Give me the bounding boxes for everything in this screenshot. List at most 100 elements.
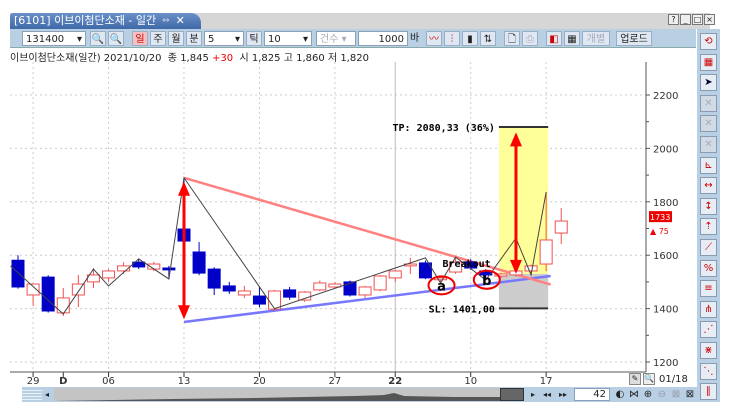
period-month-button[interactable]: 월 bbox=[168, 31, 184, 46]
candle bbox=[388, 269, 402, 282]
search-icon[interactable]: 🔍 bbox=[90, 31, 106, 46]
cross3-icon[interactable]: ✕ bbox=[700, 136, 717, 153]
horizontal-line-icon[interactable]: ↔ bbox=[700, 177, 717, 195]
updown-icon[interactable]: ⇅ bbox=[480, 31, 496, 46]
x-tick-label: D bbox=[59, 376, 67, 387]
navigation-scrollbar[interactable]: ◂ ▸ ◂◂ ▸▸ 42 ◐ ⋈ ⊕ ⊖ ⊠ ⊠ bbox=[22, 387, 697, 402]
chart-window-tab[interactable]: [6101] 이브이첨단소재 - 일간 ⇔ ✕ bbox=[10, 13, 201, 29]
stock-code-input[interactable]: 131400 ▾ bbox=[22, 31, 86, 46]
price-chart[interactable]: 1200 1400 1600 1800 2000 2200 29 D 06 13 20 27 22 10 1… bbox=[0, 62, 697, 387]
scroll-thumb[interactable] bbox=[500, 388, 524, 401]
zoom-out-icon[interactable]: ⊖ bbox=[657, 389, 667, 400]
candle-body bbox=[418, 262, 432, 279]
trendline-icon[interactable]: ⟋ bbox=[700, 239, 717, 256]
cross-icon[interactable]: ✕ bbox=[700, 94, 717, 112]
tab-close-button[interactable]: ✕ bbox=[175, 14, 185, 27]
bars-input[interactable]: 1000 bbox=[358, 31, 408, 46]
marker-label: a bbox=[437, 279, 446, 294]
up-marker-icon[interactable]: ⇡ bbox=[700, 218, 717, 236]
drawing-toolbar: ⟲ ▦ ➤ ✕ ✕ ✕ ⊾ ↔ ↕ ⇡ ⟋% ≡ ⋔ ⋰ ⋇ ⋱ ∥ bbox=[697, 29, 720, 402]
fibonacci-icon[interactable]: ⋔ bbox=[700, 300, 717, 318]
bar-count-input[interactable]: 42 bbox=[574, 388, 610, 401]
minimize-button[interactable]: _ bbox=[680, 14, 691, 25]
period-day-button[interactable]: 일 bbox=[132, 31, 148, 46]
reset-icon[interactable]: ⊠ bbox=[685, 389, 695, 400]
candle-body bbox=[524, 265, 538, 272]
table-icon[interactable]: ▦ bbox=[564, 31, 580, 46]
candle-body bbox=[328, 283, 342, 288]
tick-select[interactable]: 10 ▾ bbox=[264, 31, 312, 46]
page-indicator: 01/18 bbox=[659, 374, 688, 385]
change-value: +30 bbox=[212, 53, 234, 64]
cursor-icon[interactable]: ➤ bbox=[700, 74, 717, 92]
upload-button[interactable]: 업로드 bbox=[616, 31, 652, 46]
channel-icon[interactable]: ≡ bbox=[700, 280, 717, 298]
candle-body bbox=[102, 270, 116, 279]
breakout-label: Breakout bbox=[443, 259, 491, 270]
minute-select[interactable]: 5 ▾ bbox=[204, 31, 244, 46]
tick-button[interactable]: 틱 bbox=[246, 31, 262, 46]
fit-icon[interactable]: ◐ bbox=[615, 389, 625, 400]
count-select[interactable]: 건수 ▾ bbox=[316, 31, 356, 46]
search-history-icon[interactable]: 🔍 bbox=[108, 31, 124, 46]
expand-icon[interactable]: ⋈ bbox=[629, 389, 639, 400]
candle-body bbox=[207, 268, 221, 289]
maximize-button[interactable]: □ bbox=[692, 14, 703, 25]
candle bbox=[86, 268, 100, 289]
rewind-button[interactable]: ◂◂ bbox=[542, 390, 552, 399]
toolbar: 131400 ▾ 🔍 🔍 일 주 월 분 5 ▾ 틱 10 ▾ 건수 ▾ 1000 바… bbox=[10, 29, 696, 48]
grid-icon[interactable]: ▦ bbox=[700, 53, 717, 71]
document-icon[interactable]: 🗋 bbox=[504, 31, 520, 46]
individual-button[interactable]: 개별 bbox=[582, 31, 610, 46]
compare-icon[interactable]: ◧ bbox=[546, 31, 562, 46]
chevron-down-icon: ▾ bbox=[234, 34, 240, 45]
y-tick-label: 1800 bbox=[653, 198, 678, 209]
restore-icon[interactable]: ⊠ bbox=[671, 389, 681, 400]
resistance-line bbox=[183, 176, 552, 286]
refresh-icon[interactable]: ⟲ bbox=[700, 33, 717, 50]
gann-icon[interactable]: ⋇ bbox=[700, 342, 717, 359]
open-label: 시 bbox=[239, 53, 249, 64]
fan-icon[interactable]: ⋰ bbox=[700, 321, 717, 339]
link-icon[interactable]: ⇔ bbox=[162, 16, 170, 26]
help-button[interactable]: ? bbox=[668, 14, 679, 25]
marker-circle bbox=[472, 269, 501, 290]
percent-line-icon[interactable]: % bbox=[700, 259, 717, 277]
y-tick-label: 1200 bbox=[653, 358, 678, 369]
period-week-button[interactable]: 주 bbox=[150, 31, 166, 46]
print-icon[interactable]: ⎙ bbox=[522, 31, 538, 46]
scroll-track[interactable] bbox=[54, 388, 524, 401]
close-button[interactable]: × bbox=[704, 14, 715, 25]
zoom-icon[interactable]: 🔍 bbox=[643, 373, 655, 385]
candle bbox=[192, 242, 206, 276]
close-value: 1,845 bbox=[180, 53, 209, 64]
cross2-icon[interactable]: ✕ bbox=[700, 115, 717, 133]
y-tick-label: 1600 bbox=[653, 251, 678, 262]
line-chart-icon[interactable]: 〰 bbox=[426, 31, 442, 46]
scroll-right-button[interactable]: ▸ bbox=[530, 390, 535, 399]
axis-icon[interactable]: ⊾ bbox=[700, 156, 717, 174]
candle-body bbox=[539, 239, 553, 265]
forward-button[interactable]: ▸▸ bbox=[558, 390, 568, 399]
arrow-head-down bbox=[177, 305, 190, 320]
y-tick-label: 2000 bbox=[653, 144, 678, 155]
count-label: 건수 bbox=[320, 34, 339, 45]
vertical-line-icon[interactable]: ↕ bbox=[700, 197, 717, 215]
period-minute-button[interactable]: 분 bbox=[186, 31, 202, 46]
edit-icon[interactable]: ✎ bbox=[629, 373, 641, 385]
bar-chart-icon[interactable]: ▮ bbox=[462, 31, 478, 46]
candle-body bbox=[494, 273, 508, 277]
candle-body bbox=[222, 285, 236, 292]
last-price-box bbox=[649, 211, 672, 223]
parallel-icon[interactable]: ∥ bbox=[700, 383, 717, 401]
zoom-in-icon[interactable]: ⊕ bbox=[643, 389, 653, 400]
scroll-handle-icon[interactable] bbox=[22, 388, 42, 401]
scroll-left-button[interactable]: ◂ bbox=[44, 390, 49, 399]
retrace-icon[interactable]: ⋱ bbox=[700, 362, 717, 380]
x-tick-label: 27 bbox=[329, 376, 342, 387]
stock-code-value: 131400 bbox=[26, 34, 65, 45]
candle-body bbox=[237, 290, 251, 296]
candle-body bbox=[252, 295, 266, 305]
candle-chart-icon[interactable]: ⫶ bbox=[444, 31, 460, 46]
open-value: 1,825 bbox=[251, 53, 281, 64]
